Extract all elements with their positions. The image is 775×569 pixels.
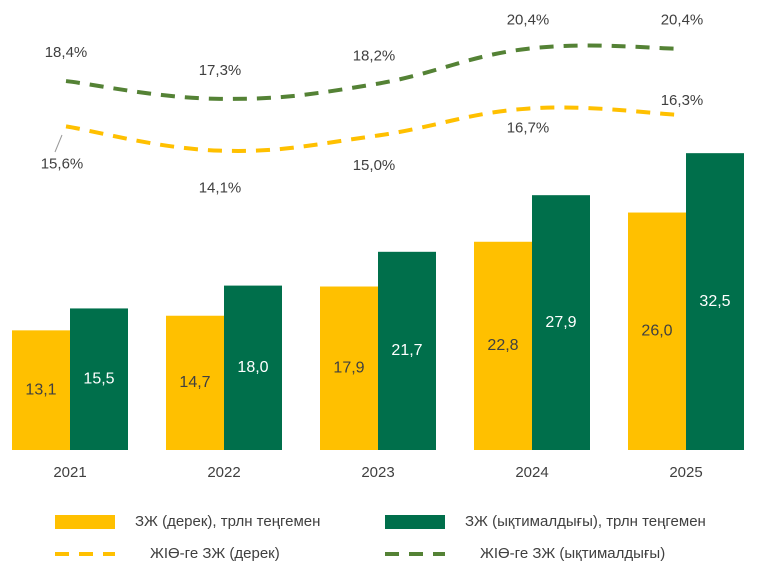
bar-value-label: 15,5: [83, 370, 114, 387]
x-tick-label: 2024: [515, 464, 548, 481]
line-value-label: 14,1%: [199, 180, 242, 197]
bar: [70, 308, 128, 450]
bar: [532, 195, 590, 450]
x-tick-label: 2021: [53, 464, 86, 481]
bar: [12, 330, 70, 450]
bar-value-label: 17,9: [333, 359, 364, 376]
bar-value-label: 21,7: [391, 342, 422, 359]
bar-value-label: 27,9: [545, 314, 576, 331]
x-tick-label: 2025: [669, 464, 702, 481]
line-value-label: 16,7%: [507, 120, 550, 137]
x-tick-label: 2022: [207, 464, 240, 481]
bar: [224, 285, 282, 450]
leader-line: [54, 134, 63, 153]
bar-value-label: 22,8: [487, 337, 518, 354]
line-value-label: 18,4%: [45, 44, 88, 61]
line-value-label: 20,4%: [661, 12, 704, 29]
line-value-label: 15,6%: [41, 155, 84, 172]
bar: [474, 241, 532, 450]
line-value-label: 15,0%: [353, 157, 396, 174]
line-value-label: 16,3%: [661, 92, 704, 109]
legend-label: ЖІӨ-ге ЗЖ (дерек): [150, 545, 280, 562]
bar: [628, 212, 686, 450]
legend-swatch: [385, 515, 445, 529]
bar-value-label: 13,1: [25, 381, 56, 398]
line-value-label: 17,3%: [199, 62, 242, 79]
bar-value-label: 18,0: [237, 359, 268, 376]
legend-swatch: [55, 515, 115, 529]
line-value-label: 18,2%: [353, 47, 396, 64]
bar: [166, 315, 224, 450]
x-tick-label: 2023: [361, 464, 394, 481]
bar: [378, 251, 436, 450]
bar-value-label: 26,0: [641, 322, 672, 339]
bar-value-label: 14,7: [179, 374, 210, 391]
line: [65, 105, 683, 153]
legend-label: ЗЖ (дерек), трлн теңгемен: [135, 513, 320, 530]
bar: [320, 286, 378, 450]
bar-value-label: 32,5: [699, 293, 730, 310]
legend-label: ЖІӨ-ге ЗЖ (ықтималдығы): [480, 545, 665, 562]
bar: [686, 153, 744, 450]
line: [65, 43, 683, 101]
legend-label: ЗЖ (ықтималдығы), трлн теңгемен: [465, 513, 706, 530]
line-value-label: 20,4%: [507, 12, 550, 29]
